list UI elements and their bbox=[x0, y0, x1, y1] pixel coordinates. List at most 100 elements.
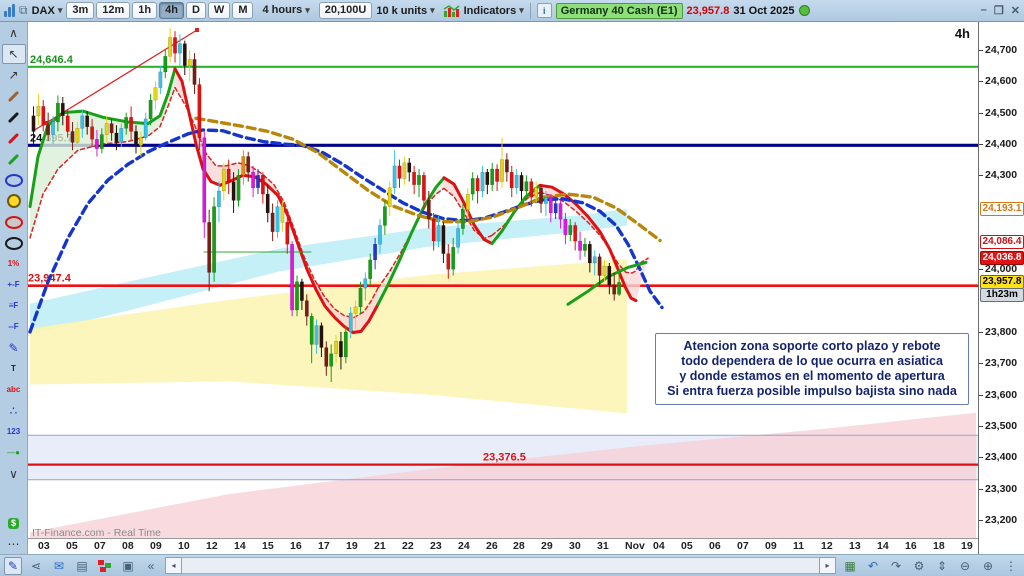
instrument-badge[interactable]: Germany 40 Cash (E1) bbox=[555, 2, 683, 19]
tool-collapse-up[interactable]: ∧ bbox=[2, 23, 26, 43]
close-button[interactable]: ✕ bbox=[1010, 5, 1020, 17]
report-button[interactable]: ▤ bbox=[73, 557, 91, 575]
tool-ellipse-blue[interactable] bbox=[2, 170, 26, 190]
timeframe-watermark: 4h bbox=[954, 26, 970, 41]
zoom-out-button[interactable]: ⊖ bbox=[956, 557, 974, 575]
calendar-button[interactable]: ▦ bbox=[841, 557, 859, 575]
share-button[interactable]: ⋖ bbox=[27, 557, 45, 575]
draw-mode-button[interactable]: ✎ bbox=[4, 556, 22, 575]
tool-segment-red[interactable] bbox=[2, 128, 26, 148]
time-axis[interactable]: 03 05 07 08 09 10 12 14 15 16 17 19 21 22 23 24 26 28 29 30… bbox=[28, 538, 978, 555]
trend-arrow-icon: ↗ bbox=[8, 68, 19, 82]
timeframe-button-4h[interactable]: 4h bbox=[159, 2, 184, 19]
period-dropdown[interactable]: 4 hours ▾ bbox=[257, 3, 314, 18]
link-icon[interactable]: ⧉ bbox=[19, 3, 28, 17]
date-label: 04 bbox=[653, 540, 665, 552]
tool-collapse-down[interactable]: ∨ bbox=[2, 464, 26, 484]
alert-bell-icon bbox=[6, 194, 21, 208]
date-label: 05 bbox=[66, 540, 78, 552]
tool-pencil[interactable]: ✎ bbox=[2, 338, 26, 358]
tool-percent-move[interactable]: 1% bbox=[2, 254, 26, 274]
tool-abc-pattern[interactable]: abc bbox=[2, 380, 26, 400]
tool-segment-black[interactable] bbox=[2, 107, 26, 127]
collapse-left-button[interactable]: « bbox=[142, 557, 160, 575]
chart-area[interactable]: 24,646.424,395.723,947.423,376.5 4h IT-F… bbox=[28, 22, 978, 538]
workspace-blocks-button[interactable] bbox=[96, 557, 114, 575]
fib-levels-icon: --F bbox=[8, 322, 19, 331]
abc-pattern-icon: abc bbox=[6, 385, 21, 394]
chevron-down-icon: ▾ bbox=[430, 5, 435, 15]
price-axis[interactable]: 24,700 24,600 24,500 24,400 24,300 24,000 23,8… bbox=[978, 22, 1024, 554]
date-label: 16 bbox=[290, 540, 302, 552]
axis-tick-label: 24,700 bbox=[985, 44, 1018, 56]
horizontal-ray-icon: —● bbox=[7, 448, 20, 457]
scroll-left-button[interactable]: ◂ bbox=[165, 557, 182, 574]
zoom-vertical-button[interactable]: ⇕ bbox=[933, 557, 951, 575]
segment-black-icon bbox=[7, 111, 20, 123]
point-cloud-icon: ∴ bbox=[9, 404, 18, 418]
tool-fib-retracement[interactable]: ≡F bbox=[2, 296, 26, 316]
tool-more-tools[interactable]: ⋯ bbox=[2, 534, 26, 554]
analysis-annotation[interactable]: Atencion zona soporte corto plazo y rebo… bbox=[655, 333, 969, 405]
report-icon: ▤ bbox=[76, 558, 88, 573]
app-logo-icon bbox=[4, 4, 15, 17]
more-tools-icon: ⋯ bbox=[7, 537, 20, 551]
tool-ellipse-black[interactable] bbox=[2, 233, 26, 253]
units-button[interactable]: 20,100U bbox=[318, 2, 373, 19]
annotation-line: Si entra fuerza posible impulso bajista … bbox=[667, 384, 957, 398]
axis-tick-mark bbox=[979, 332, 983, 333]
timeframe-button-D[interactable]: D bbox=[185, 2, 206, 19]
redo-button[interactable]: ↷ bbox=[887, 557, 905, 575]
windows-icon: ▣ bbox=[122, 558, 134, 573]
zoom-in-button[interactable]: ⊕ bbox=[979, 557, 997, 575]
timeframe-button-W[interactable]: W bbox=[207, 2, 231, 19]
share-icon: ⋖ bbox=[30, 558, 42, 573]
undo-button[interactable]: ↶ bbox=[864, 557, 882, 575]
tool-point-cloud[interactable]: ∴ bbox=[2, 401, 26, 421]
axis-tick-mark bbox=[979, 395, 983, 396]
tool-segment-green[interactable] bbox=[2, 149, 26, 169]
tool-elliott-wave[interactable]: 123 bbox=[2, 422, 26, 442]
timeframe-button-3m[interactable]: 3m bbox=[66, 2, 95, 19]
tool-segment-brown[interactable] bbox=[2, 86, 26, 106]
tool-horizontal-ray[interactable]: —● bbox=[2, 443, 26, 463]
tool-trend-arrow[interactable]: ↗ bbox=[2, 65, 26, 85]
scrollbar-track[interactable] bbox=[182, 557, 819, 574]
indicators-dropdown[interactable]: Indicators ▾ bbox=[464, 5, 524, 17]
windows-button[interactable]: ▣ bbox=[119, 557, 137, 575]
tool-ellipse-red[interactable] bbox=[2, 212, 26, 232]
timeframe-button-1h[interactable]: 1h bbox=[132, 2, 158, 19]
axis-tick-label: 23,400 bbox=[985, 451, 1018, 463]
timeframe-button-M[interactable]: M bbox=[232, 2, 254, 19]
info-icon[interactable]: i bbox=[536, 3, 552, 18]
symbol-dropdown[interactable]: DAX ▾ bbox=[32, 5, 63, 17]
date-label: 19 bbox=[961, 540, 973, 552]
collapse-up-icon: ∧ bbox=[9, 26, 18, 40]
settings-wrench-button[interactable]: ⚙ bbox=[910, 557, 928, 575]
date-label: 15 bbox=[262, 540, 274, 552]
date-label: 28 bbox=[513, 540, 525, 552]
candlestick-plot[interactable]: 24,646.424,395.723,947.423,376.5 bbox=[28, 22, 978, 538]
svg-text:24,646.4: 24,646.4 bbox=[30, 54, 74, 66]
tool-order-ticket[interactable]: $ bbox=[2, 513, 26, 533]
tool-pointer[interactable]: ↖ bbox=[1, 44, 26, 64]
scroll-right-button[interactable]: ▸ bbox=[819, 557, 836, 574]
calendar-icon: ▦ bbox=[844, 558, 856, 573]
minimize-button[interactable]: – bbox=[980, 4, 987, 16]
horizontal-scrollbar[interactable]: ◂ ▸ bbox=[165, 557, 836, 574]
indicators-label: Indicators bbox=[463, 4, 517, 17]
quantity-dropdown[interactable]: 10 k units ▾ bbox=[376, 5, 434, 17]
timeframe-button-12m[interactable]: 12m bbox=[96, 2, 131, 19]
fib-extension-icon: +-F bbox=[7, 280, 20, 289]
message-button[interactable]: ✉ bbox=[50, 557, 68, 575]
column-width-button[interactable]: ⋮ bbox=[1002, 557, 1020, 575]
tool-text-tool[interactable]: T bbox=[2, 359, 26, 379]
date-label: 12 bbox=[821, 540, 833, 552]
restore-button[interactable]: ❐ bbox=[993, 5, 1004, 17]
tool-fib-levels[interactable]: --F bbox=[2, 317, 26, 337]
ellipse-red-icon bbox=[4, 215, 23, 229]
tool-fib-extension[interactable]: +-F bbox=[2, 275, 26, 295]
bottom-toolbar: ✎ ⋖ ✉ ▤ ▣ «◂ ▸ ▦ ↶ ↷ ⚙ ⇕ ⊖ ⊕ ⋮ bbox=[0, 554, 1024, 576]
axis-price-badge: 24,036.8 bbox=[980, 251, 1024, 265]
tool-alert-bell[interactable] bbox=[2, 191, 26, 211]
